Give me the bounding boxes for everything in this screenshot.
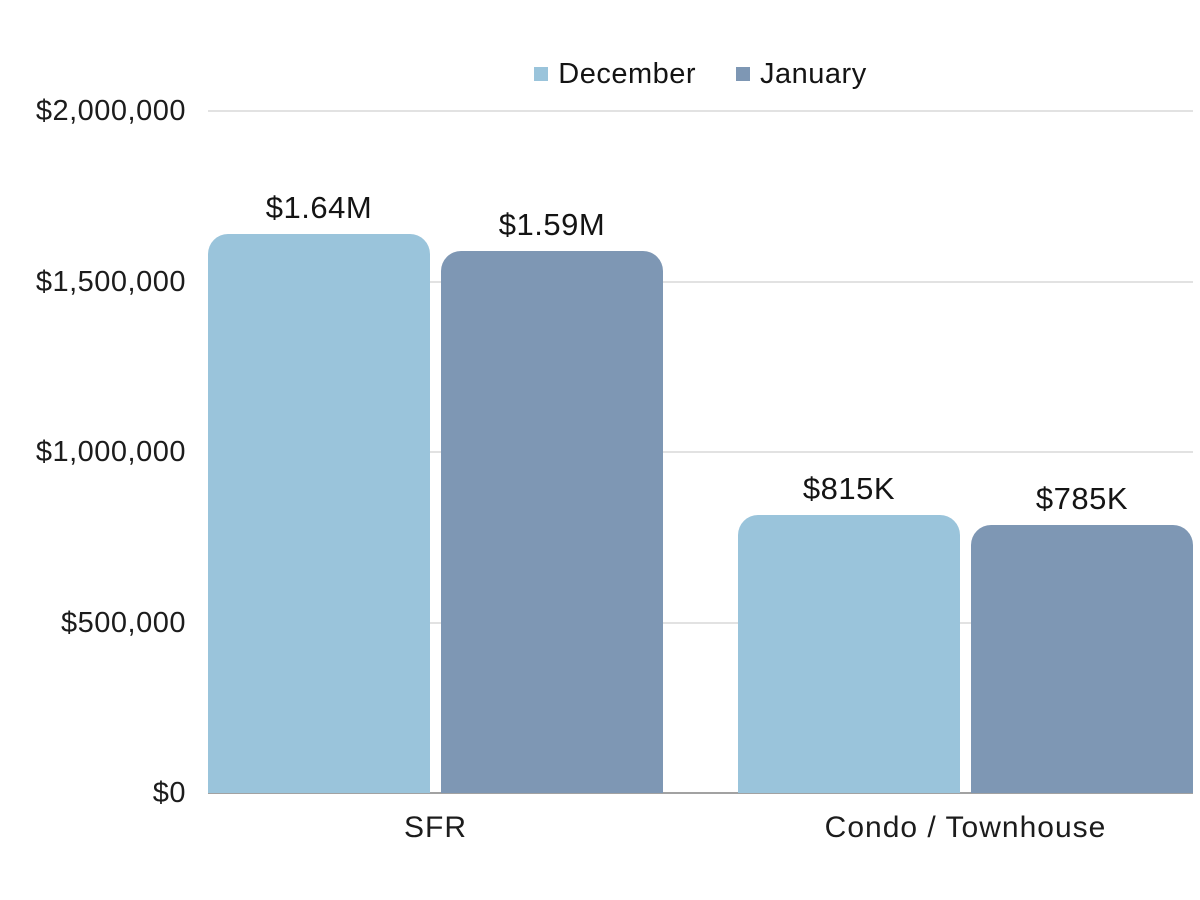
bar-january-0 [441, 251, 663, 793]
bar-december-1 [738, 515, 960, 793]
legend: December January [208, 54, 1193, 94]
y-axis-tick-label: $0 [152, 777, 186, 809]
y-axis-tick-label: $500,000 [61, 606, 186, 639]
x-axis-category-label: SFR [404, 811, 467, 844]
bar-value-label: $1.59M [498, 207, 606, 242]
y-axis-tick-label: $1,000,000 [35, 436, 186, 468]
bar-value-label: $785K [1035, 481, 1129, 516]
gridline [208, 451, 1193, 453]
gridline [208, 280, 1193, 283]
bar-january-1 [971, 525, 1193, 793]
legend-swatch-icon [534, 67, 549, 81]
y-axis-tick-label: $2,000,000 [35, 95, 186, 127]
legend-swatch-icon [736, 67, 751, 81]
gridline [208, 110, 1193, 112]
x-axis-line [208, 792, 1193, 794]
y-axis-tick-label: $1,500,000 [35, 265, 186, 298]
bar-value-label: $815K [802, 471, 896, 506]
x-axis-category-label: Condo / Townhouse [824, 811, 1107, 844]
legend-label: December [558, 57, 697, 90]
legend-label: January [760, 57, 867, 90]
bar-december-0 [208, 234, 430, 793]
legend-item-december: December [534, 58, 696, 91]
legend-item-january: January [736, 58, 867, 91]
gridline [208, 621, 1193, 624]
bar-value-label: $1.64M [265, 190, 373, 225]
